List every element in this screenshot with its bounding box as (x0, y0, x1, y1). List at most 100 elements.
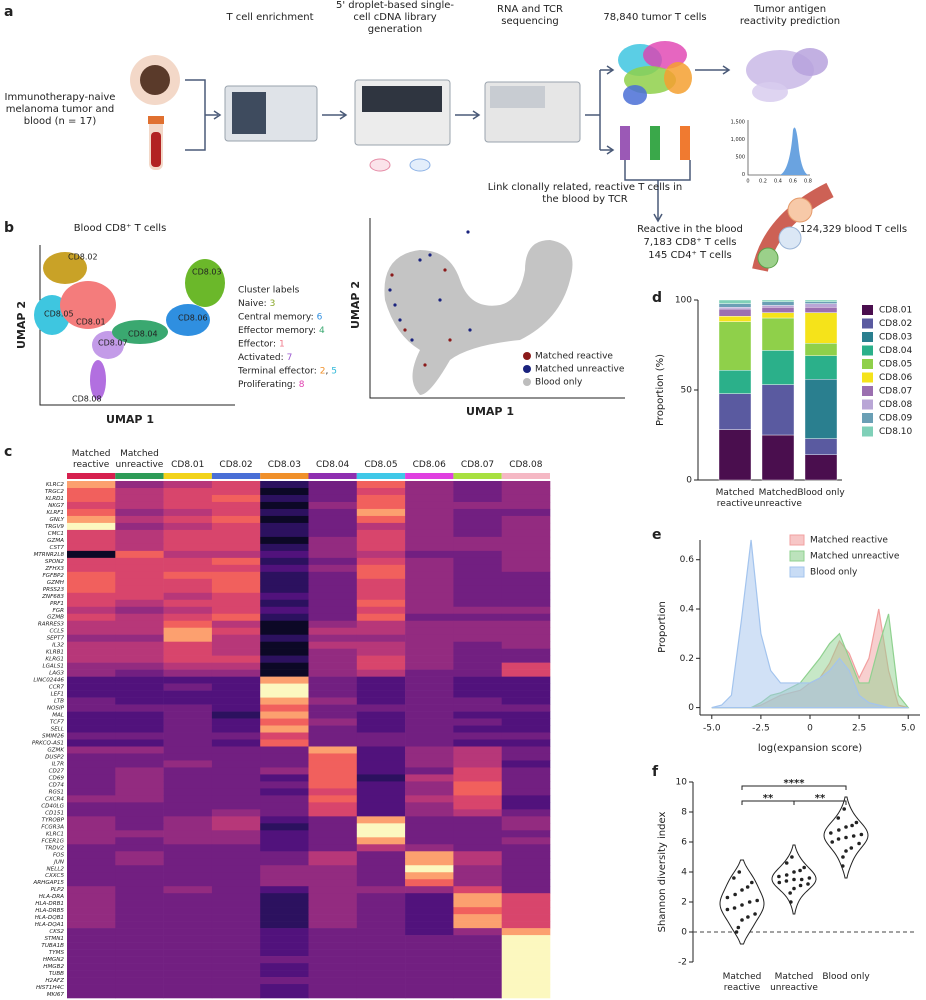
heatmap-cell (115, 592, 164, 601)
heatmap-cell (501, 753, 551, 761)
heatmap-cell (67, 515, 116, 524)
data-point (792, 886, 796, 891)
gene-label: GZMH (47, 580, 65, 586)
heatmap-cell (115, 683, 164, 691)
heatmap-cell (356, 508, 406, 517)
heatmap-cell (501, 851, 551, 859)
column-color (260, 473, 309, 479)
heatmap-cell (211, 515, 261, 524)
heatmap-cell (405, 809, 454, 817)
heatmap-cell (356, 592, 406, 601)
heatmap-cell (501, 844, 551, 852)
heatmap-cell (163, 760, 213, 768)
column-color (356, 473, 406, 479)
heatmap-cell (67, 592, 116, 601)
legend-label: Blood only (535, 378, 583, 388)
legend-item: Terminal effector: 2, 5 (237, 366, 337, 376)
heatmap-cell (308, 536, 358, 545)
heatmap-cell (67, 942, 116, 950)
heatmap-cell (260, 991, 309, 999)
heatmap-cell (115, 984, 164, 992)
heatmap-cell (211, 774, 261, 782)
heatmap-cell (405, 501, 454, 510)
gene-label: LAG3 (49, 671, 64, 677)
heatmap-cell (501, 956, 551, 964)
heatmap-cell (211, 956, 261, 964)
bar-segment (718, 393, 752, 430)
heatmap-cell (453, 977, 502, 985)
heatmap-cell (356, 564, 406, 573)
heatmap-cell (115, 970, 164, 978)
heatmap-cell (453, 725, 502, 733)
heatmap-cell (356, 767, 406, 775)
heatmap-cell (163, 725, 213, 733)
heatmap-cell (308, 949, 358, 957)
gene-label: HLA-DRA (39, 894, 64, 900)
data-point (725, 907, 730, 912)
heatmap-cell (163, 648, 213, 656)
heatmap-cell (163, 634, 213, 642)
gene-label: MKI67 (47, 992, 65, 998)
heatmap-cell (115, 844, 164, 852)
heatmap-cell (453, 571, 502, 580)
heatmap-cell (453, 844, 502, 852)
legend-swatch (862, 359, 873, 369)
heatmap-cell (356, 795, 406, 803)
hist-tick-label: 500 (735, 155, 745, 161)
heatmap-cell (260, 683, 309, 691)
bar-segment (761, 312, 795, 319)
heatmap-cell (115, 557, 164, 566)
density-area (711, 539, 909, 709)
y-axis-label: UMAP 2 (15, 301, 28, 349)
heatmap-cell (115, 928, 164, 936)
heatmap-cell (356, 543, 406, 552)
heatmap-cell (260, 851, 309, 859)
heatmap-cell (453, 515, 502, 524)
data-point (732, 906, 737, 910)
heatmap-cell (308, 956, 358, 964)
blood-cells (384, 240, 573, 395)
data-point (725, 895, 730, 900)
gene-label: IL32 (52, 643, 64, 649)
heatmap-cell (308, 487, 358, 496)
gene-label: RARRES3 (38, 622, 65, 628)
heatmap-cell (211, 669, 261, 677)
heatmap-cell (453, 900, 502, 908)
heatmap-cell (356, 732, 406, 740)
heatmap-cell (67, 781, 116, 789)
heatmap-cell (308, 585, 358, 594)
legend-label: Blood only (810, 568, 858, 578)
heatmap-cell (501, 620, 551, 629)
data-point (788, 891, 792, 895)
heatmap-cell (356, 648, 406, 656)
heatmap-cell (308, 662, 358, 670)
heatmap-cell (308, 571, 358, 580)
heatmap-cell (211, 697, 261, 705)
bar-segment (761, 299, 795, 302)
cluster (112, 320, 168, 344)
heatmap-cell (308, 907, 358, 915)
gene-label: KLRF1 (47, 510, 64, 516)
heatmap-cell (405, 732, 454, 740)
heatmap-cell (308, 746, 358, 754)
heatmap-cell (211, 578, 261, 587)
heatmap-cell (115, 956, 164, 964)
heatmap-cell (260, 571, 309, 580)
heatmap-cell (67, 921, 116, 929)
heatmap-cell (405, 718, 454, 726)
gene-label: KLRG1 (45, 657, 64, 663)
heatmap-cell (163, 942, 213, 950)
heatmap-cell (308, 494, 358, 503)
gene-label: CXXC5 (45, 873, 64, 879)
legend-cluster: , (325, 366, 331, 376)
heatmap-cell (501, 865, 551, 873)
heatmap-cell (501, 879, 551, 887)
heatmap-cell (260, 550, 309, 559)
heatmap-cell (163, 802, 213, 810)
heatmap-cell (308, 557, 358, 566)
heatmap-cell (163, 627, 213, 636)
cluster-label: CD8.01 (76, 318, 106, 327)
y-tick-label: 100 (675, 296, 692, 306)
heatmap-cell (67, 858, 116, 866)
gene-label: FCER1G (42, 838, 65, 844)
